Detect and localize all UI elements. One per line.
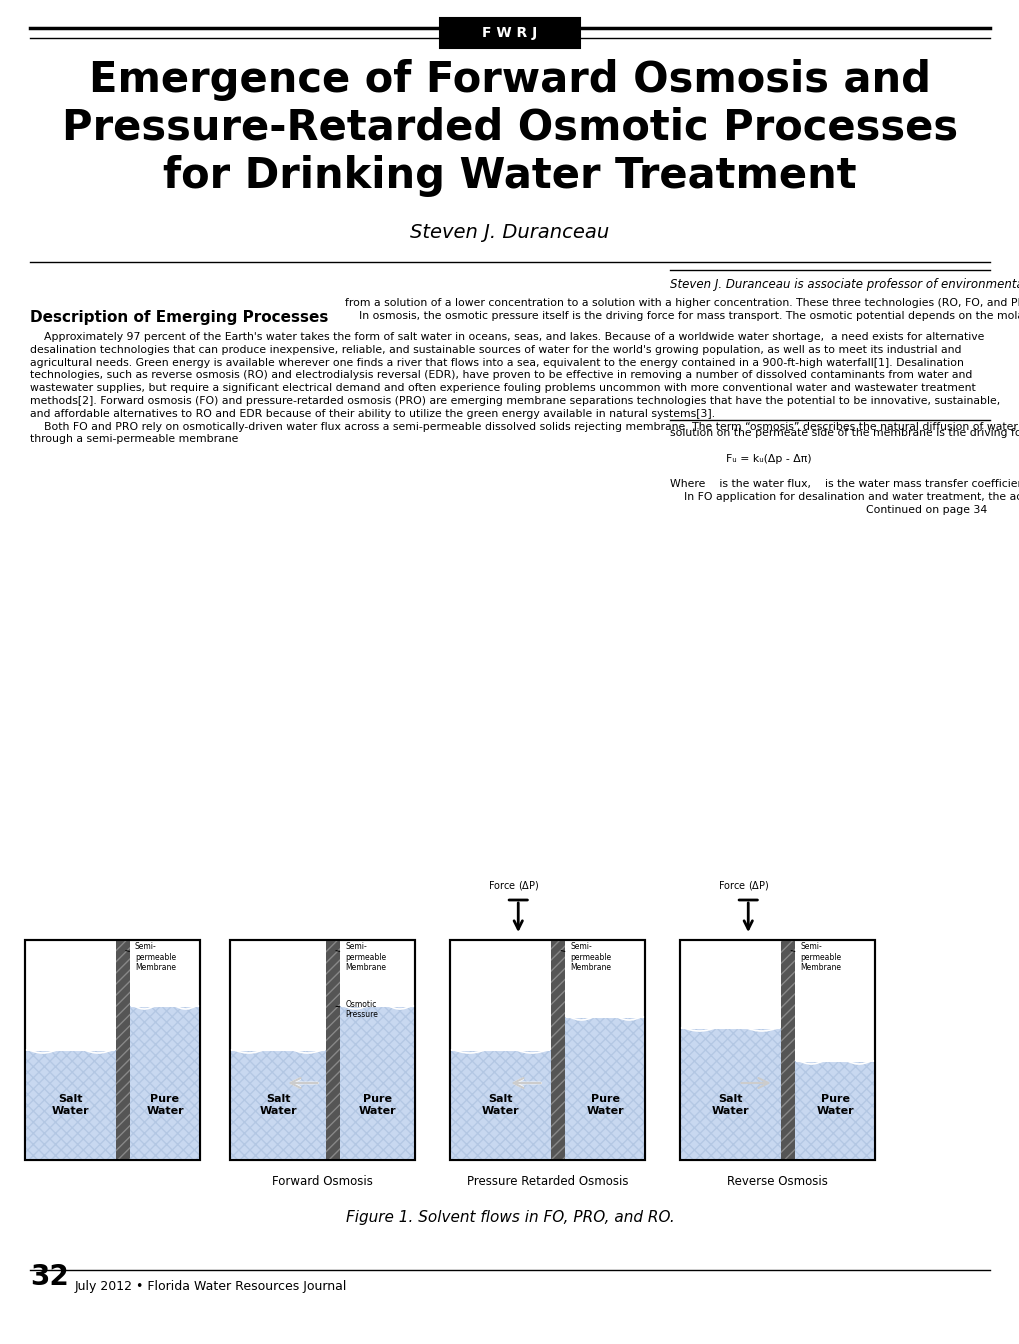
Text: Pure
Water: Pure Water (815, 1094, 853, 1116)
Text: for Drinking Water Treatment: for Drinking Water Treatment (163, 155, 856, 198)
Text: Semi-
permeable
Membrane: Semi- permeable Membrane (791, 942, 841, 972)
Bar (680, 1028, 781, 1160)
Text: 32: 32 (30, 1263, 68, 1292)
Text: Semi-
permeable
Membrane: Semi- permeable Membrane (335, 942, 386, 972)
Text: July 2012 • Florida Water Resources Journal: July 2012 • Florida Water Resources Jour… (75, 1279, 347, 1293)
Text: Salt
Water: Salt Water (711, 1094, 749, 1116)
Bar (565, 1017, 644, 1160)
Text: Osmotic
Pressure: Osmotic Pressure (335, 1000, 378, 1019)
Bar (229, 1050, 326, 1160)
Text: Salt
Water: Salt Water (481, 1094, 519, 1116)
Text: Salt
Water: Salt Water (52, 1094, 90, 1116)
Bar (551, 939, 565, 1160)
Bar (116, 939, 129, 1160)
Bar (229, 1050, 326, 1160)
Text: Pure
Water: Pure Water (359, 1094, 396, 1116)
Text: Salt
Water: Salt Water (259, 1094, 297, 1116)
Text: F W R J: F W R J (482, 26, 537, 40)
Text: Description of Emerging Processes: Description of Emerging Processes (30, 310, 328, 325)
Bar (680, 939, 874, 1160)
Text: Forward Osmosis: Forward Osmosis (272, 1175, 373, 1188)
Text: Steven J. Duranceau: Steven J. Duranceau (410, 223, 609, 242)
Bar (340, 1007, 415, 1160)
Text: Semi-
permeable
Membrane: Semi- permeable Membrane (560, 942, 611, 972)
Text: Steven J. Duranceau is associate professor of environmental engineering in the c: Steven J. Duranceau is associate profess… (669, 278, 1019, 292)
Bar (449, 1050, 551, 1160)
Text: Pressure-Retarded Osmotic Processes: Pressure-Retarded Osmotic Processes (62, 108, 957, 149)
Bar (565, 1017, 644, 1160)
FancyArrowPatch shape (290, 1078, 317, 1089)
Bar (25, 1050, 116, 1160)
Bar (439, 17, 580, 48)
Bar (781, 939, 795, 1160)
Text: Reverse Osmosis: Reverse Osmosis (727, 1175, 827, 1188)
Bar (449, 939, 644, 1160)
Bar (449, 939, 644, 1160)
Bar (129, 1007, 200, 1160)
Bar (680, 939, 874, 1160)
Bar (326, 939, 340, 1160)
Text: Figure 1. Solvent flows in FO, PRO, and RO.: Figure 1. Solvent flows in FO, PRO, and … (345, 1210, 674, 1224)
Bar (326, 939, 340, 1160)
Bar (795, 1060, 874, 1160)
Text: solution on the permeate side of the membrane is the driving force in the FO pro: solution on the permeate side of the mem… (669, 427, 1019, 515)
FancyArrowPatch shape (514, 1078, 540, 1089)
Text: Semi-
permeable
Membrane: Semi- permeable Membrane (125, 942, 176, 972)
Bar (680, 1028, 781, 1160)
Bar (116, 939, 129, 1160)
Text: Emergence of Forward Osmosis and: Emergence of Forward Osmosis and (89, 59, 930, 101)
Text: Pressure Retarded Osmosis: Pressure Retarded Osmosis (467, 1175, 628, 1188)
Text: Pure
Water: Pure Water (146, 1094, 183, 1116)
Bar (129, 1007, 200, 1160)
Bar (25, 1050, 116, 1160)
Text: Pure
Water: Pure Water (586, 1094, 624, 1116)
Bar (449, 1050, 551, 1160)
Bar (25, 939, 200, 1160)
Text: Approximately 97 percent of the Earth's water takes the form of salt water in oc: Approximately 97 percent of the Earth's … (30, 332, 1017, 445)
FancyArrowPatch shape (741, 1078, 767, 1089)
Bar (340, 1007, 415, 1160)
Bar (229, 939, 415, 1160)
Bar (25, 939, 200, 1160)
Text: from a solution of a lower concentration to a solution with a higher concentrati: from a solution of a lower concentration… (344, 298, 1019, 321)
Text: Force ($\Delta$P): Force ($\Delta$P) (487, 879, 538, 891)
Bar (229, 939, 415, 1160)
Bar (781, 939, 795, 1160)
Text: Force ($\Delta$P): Force ($\Delta$P) (717, 879, 768, 891)
Bar (551, 939, 565, 1160)
Bar (795, 1060, 874, 1160)
